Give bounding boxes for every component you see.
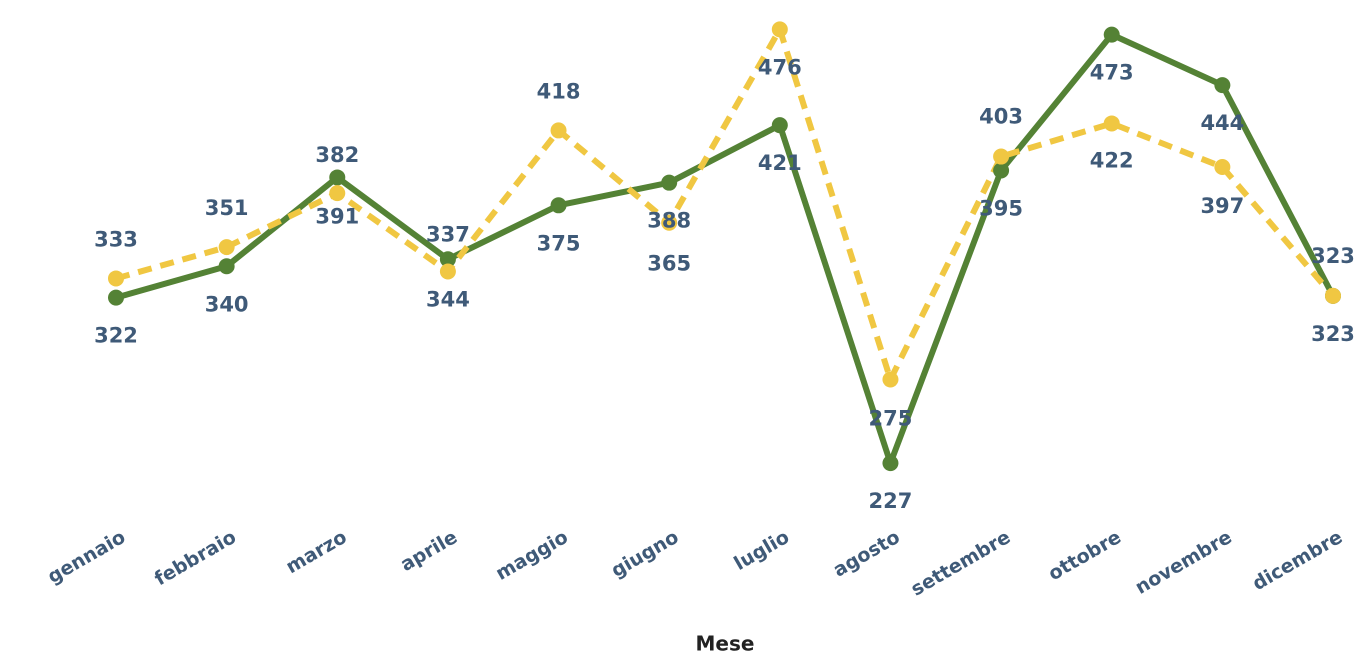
x-tick-label: ottobre bbox=[1045, 526, 1125, 585]
x-tick: luglio bbox=[730, 526, 793, 575]
data-label: 473 bbox=[1090, 61, 1134, 85]
x-tick: dicembre bbox=[1249, 526, 1347, 595]
x-tick: ottobre bbox=[1045, 526, 1125, 585]
data-label: 418 bbox=[537, 79, 581, 103]
x-axis-title: Mese bbox=[696, 632, 755, 656]
data-label: 422 bbox=[1090, 148, 1134, 172]
point bbox=[108, 289, 124, 306]
data-label: 322 bbox=[94, 324, 138, 348]
data-label: 388 bbox=[647, 209, 691, 233]
data-label: 476 bbox=[758, 55, 802, 79]
point bbox=[661, 214, 678, 231]
line bbox=[115, 26, 1336, 383]
x-tick: settembre bbox=[907, 526, 1014, 601]
point bbox=[218, 258, 235, 275]
point bbox=[108, 270, 124, 287]
data-label: 421 bbox=[758, 151, 802, 175]
point bbox=[661, 174, 678, 191]
x-tick-label: luglio bbox=[730, 526, 793, 575]
data-label: 340 bbox=[205, 292, 249, 316]
x-tick-label: novembre bbox=[1132, 526, 1236, 599]
point bbox=[550, 197, 567, 214]
data-label: 375 bbox=[537, 231, 581, 255]
line bbox=[115, 31, 1336, 467]
point bbox=[439, 263, 456, 280]
data-label: 323 bbox=[1311, 322, 1355, 346]
data-label: 351 bbox=[205, 196, 249, 220]
data-label: 395 bbox=[979, 196, 1023, 220]
data-label: 382 bbox=[315, 143, 359, 167]
point bbox=[771, 117, 788, 134]
data-label: 227 bbox=[869, 489, 913, 513]
x-tick: giugno bbox=[607, 526, 682, 582]
point bbox=[1103, 26, 1120, 43]
point bbox=[882, 371, 899, 388]
data-label: 397 bbox=[1200, 194, 1244, 218]
point bbox=[329, 185, 346, 202]
x-tick-label: febbraio bbox=[151, 526, 240, 590]
data-label: 365 bbox=[647, 252, 691, 276]
point bbox=[1325, 287, 1341, 304]
x-tick-label: agosto bbox=[830, 526, 904, 582]
data-label: 323 bbox=[1311, 244, 1355, 268]
x-tick: febbraio bbox=[151, 526, 240, 590]
point bbox=[1103, 115, 1120, 132]
x-tick: agosto bbox=[830, 526, 904, 582]
x-tick-label: dicembre bbox=[1249, 526, 1347, 595]
x-tick: aprile bbox=[397, 526, 461, 576]
point bbox=[771, 21, 788, 38]
data-label: 344 bbox=[426, 287, 470, 311]
point bbox=[329, 169, 346, 186]
x-tick: novembre bbox=[1132, 526, 1236, 599]
point bbox=[993, 162, 1010, 179]
point bbox=[882, 455, 899, 472]
point bbox=[1214, 158, 1231, 175]
x-tick-label: marzo bbox=[282, 526, 350, 578]
point bbox=[550, 122, 567, 139]
point bbox=[439, 251, 456, 268]
x-tick-label: settembre bbox=[907, 526, 1014, 601]
x-tick: gennaio bbox=[44, 526, 129, 588]
x-tick-label: gennaio bbox=[44, 526, 129, 588]
data-label: 333 bbox=[94, 227, 138, 251]
point bbox=[993, 148, 1010, 165]
data-label: 275 bbox=[869, 406, 913, 430]
data-label: 337 bbox=[426, 222, 470, 246]
point bbox=[218, 239, 235, 256]
x-tick-label: maggio bbox=[492, 526, 572, 585]
data-label: 444 bbox=[1200, 111, 1244, 135]
x-tick: maggio bbox=[492, 526, 572, 585]
data-label: 391 bbox=[315, 204, 359, 228]
x-tick-label: giugno bbox=[607, 526, 682, 582]
data-label: 403 bbox=[979, 105, 1023, 129]
x-tick-label: aprile bbox=[397, 526, 461, 576]
x-tick: marzo bbox=[282, 526, 350, 578]
point bbox=[1214, 77, 1231, 94]
